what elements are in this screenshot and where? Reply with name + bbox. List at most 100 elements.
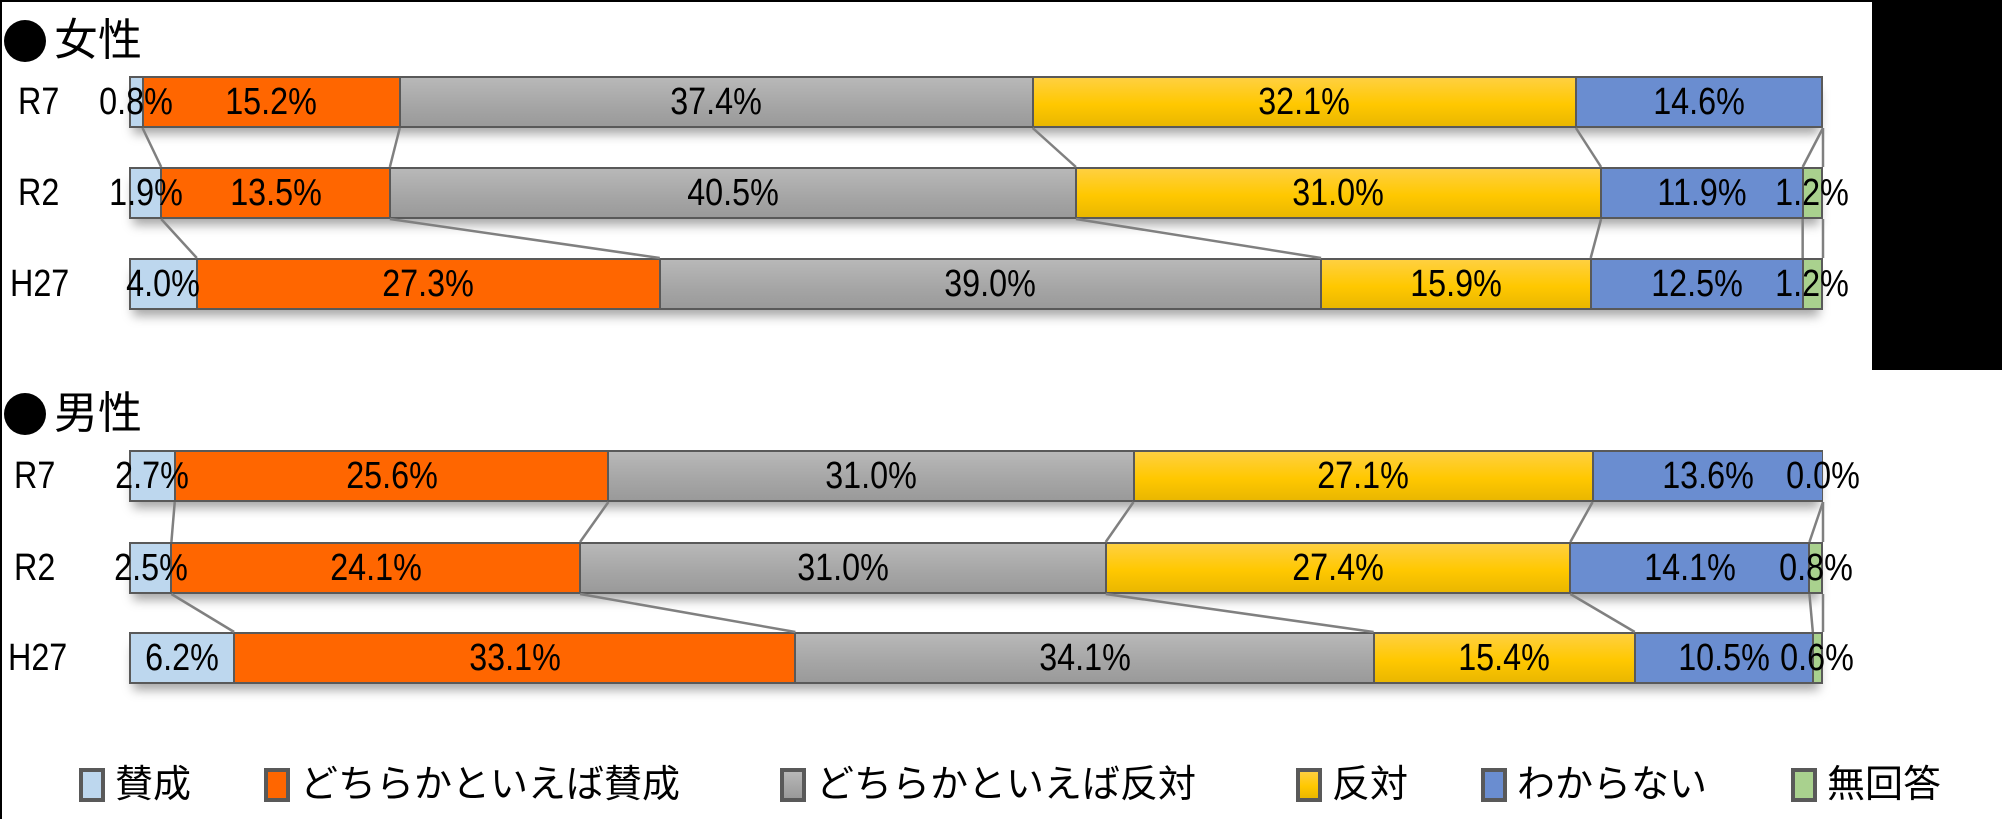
data-label: 27.1% xyxy=(1317,455,1409,497)
data-label: 31.0% xyxy=(797,547,889,589)
segment-disagree: 27.1% xyxy=(1133,450,1593,502)
segment-somewhat-disagree: 40.5% xyxy=(389,167,1076,219)
data-label: 12.5% xyxy=(1650,263,1743,305)
data-label: 24.1% xyxy=(329,547,422,589)
segment-somewhat-agree: 24.1% xyxy=(171,542,581,594)
segment-disagree: 32.1% xyxy=(1032,76,1576,128)
legend-swatch-icon xyxy=(1296,768,1322,802)
legend-swatch-icon xyxy=(79,768,105,802)
segment-no-answer: 1.2% xyxy=(1775,258,1849,310)
data-label: 10.5% xyxy=(1677,637,1770,679)
segment-somewhat-disagree: 37.4% xyxy=(399,76,1033,128)
data-label: 4.0% xyxy=(126,263,201,305)
legend-swatch-icon xyxy=(1791,768,1817,802)
segment-agree: 2.5% xyxy=(114,542,188,594)
segment-disagree: 27.4% xyxy=(1105,542,1571,594)
data-label: 37.4% xyxy=(670,81,762,123)
stacked-bar-male-h27: 6.2% 33.1% 34.1% 15.4% 10.5% 0.6% xyxy=(129,632,1854,684)
data-label: 40.5% xyxy=(687,172,779,214)
segment-no-answer: 1.2% xyxy=(1775,167,1849,219)
data-label: 13.6% xyxy=(1661,455,1754,497)
data-label: 27.4% xyxy=(1292,547,1384,589)
segment-somewhat-disagree: 34.1% xyxy=(795,632,1374,684)
data-label: 1.2% xyxy=(1775,172,1850,214)
legend-item-agree: 賛成 xyxy=(79,760,191,810)
legend-swatch-icon xyxy=(264,768,290,802)
section-title-text: 女性 xyxy=(54,16,142,65)
stacked-bar-male-r2: 2.5% 24.1% 31.0% 27.4% 14.1% 0.8% xyxy=(114,542,1852,594)
bullet-icon xyxy=(4,20,46,62)
segment-agree: 0.8% xyxy=(99,76,173,128)
segment-no-answer: 0.8% xyxy=(1779,542,1852,594)
data-label: 39.0% xyxy=(944,263,1037,305)
section-title-male: 男性 xyxy=(4,392,142,436)
legend-swatch-icon xyxy=(780,768,806,802)
bullet-icon xyxy=(4,393,46,435)
data-label: 25.6% xyxy=(345,455,438,497)
stacked-bar-female-r7: 0.8% 15.2% 37.4% 32.1% 14.6% xyxy=(99,76,1823,128)
legend-item-disagree: 反対 xyxy=(1296,760,1408,810)
legend-label: 無回答 xyxy=(1827,764,1942,806)
segment-disagree: 15.4% xyxy=(1373,632,1635,684)
data-label: 0.8% xyxy=(1778,547,1853,589)
data-label: 11.9% xyxy=(1657,172,1747,214)
legend-item-somewhat-disagree: どちらかといえば反対 xyxy=(780,760,1196,810)
segment-somewhat-agree: 27.3% xyxy=(196,258,660,310)
data-label: 15.2% xyxy=(225,81,317,123)
section-title-female: 女性 xyxy=(4,19,142,63)
segment-somewhat-agree: 15.2% xyxy=(142,76,400,128)
segment-somewhat-agree: 33.1% xyxy=(234,632,796,684)
segment-somewhat-disagree: 31.0% xyxy=(608,450,1134,502)
row-label-male-r7: R7 xyxy=(14,455,56,497)
data-label: 0.6% xyxy=(1780,637,1855,679)
data-label: 1.9% xyxy=(108,172,183,214)
segment-somewhat-disagree: 39.0% xyxy=(659,258,1322,310)
redacted-area xyxy=(1872,0,2002,370)
data-label: 2.5% xyxy=(113,547,188,589)
segment-agree: 1.9% xyxy=(109,167,182,219)
data-label: 0.0% xyxy=(1786,455,1860,497)
segment-dont-know: 10.5% xyxy=(1634,632,1813,684)
segment-somewhat-agree: 25.6% xyxy=(174,450,609,502)
segment-agree: 2.7% xyxy=(116,450,189,502)
data-label: 1.2% xyxy=(1775,263,1850,305)
data-label: 33.1% xyxy=(468,637,561,679)
legend-label: 賛成 xyxy=(115,764,192,806)
data-label: 0.8% xyxy=(99,81,174,123)
stacked-bar-male-r7: 2.7% 25.6% 31.0% 27.1% 13.6% 0.0% xyxy=(116,450,1860,502)
legend-label: わからない xyxy=(1517,764,1708,806)
data-label: 31.0% xyxy=(1292,172,1385,214)
legend: 賛成 どちらかといえば賛成 どちらかといえば反対 反対 わからない 無回答 xyxy=(0,760,2002,810)
legend-item-dont-know: わからない xyxy=(1481,760,1707,810)
segment-dont-know: 12.5% xyxy=(1590,258,1803,310)
data-label: 27.3% xyxy=(382,263,475,305)
data-label: 15.4% xyxy=(1458,637,1550,679)
row-label-female-r2: R2 xyxy=(18,172,60,214)
stacked-bar-female-r2: 1.9% 13.5% 40.5% 31.0% 11.9% 1.2% xyxy=(109,167,1849,219)
legend-label: どちらかといえば賛成 xyxy=(300,764,681,806)
segment-no-answer: 0.6% xyxy=(1781,632,1854,684)
section-title-text: 男性 xyxy=(54,389,142,438)
legend-label: 反対 xyxy=(1332,764,1409,806)
row-label-male-h27: H27 xyxy=(8,637,68,679)
data-label: 31.0% xyxy=(825,455,917,497)
segment-somewhat-disagree: 31.0% xyxy=(580,542,1106,594)
data-label: 32.1% xyxy=(1258,81,1351,123)
legend-item-somewhat-agree: どちらかといえば賛成 xyxy=(264,760,680,810)
stacked-bar-female-h27: 4.0% 27.3% 39.0% 15.9% 12.5% 1.2% xyxy=(127,258,1849,310)
segment-dont-know: 14.1% xyxy=(1570,542,1810,594)
segment-somewhat-agree: 13.5% xyxy=(161,167,390,219)
segment-disagree: 31.0% xyxy=(1075,167,1602,219)
segment-agree: 6.2% xyxy=(129,632,235,684)
legend-swatch-icon xyxy=(1481,768,1507,802)
legend-item-no-answer: 無回答 xyxy=(1791,760,1941,810)
data-label: 14.1% xyxy=(1644,547,1736,589)
legend-label: どちらかといえば反対 xyxy=(816,764,1197,806)
row-label-female-h27: H27 xyxy=(10,263,70,305)
segment-dont-know: 13.6% xyxy=(1592,450,1823,502)
segment-agree: 4.0% xyxy=(127,258,200,310)
data-label: 6.2% xyxy=(145,637,219,679)
segment-dont-know: 14.6% xyxy=(1575,76,1823,128)
data-label: 15.9% xyxy=(1410,263,1502,305)
